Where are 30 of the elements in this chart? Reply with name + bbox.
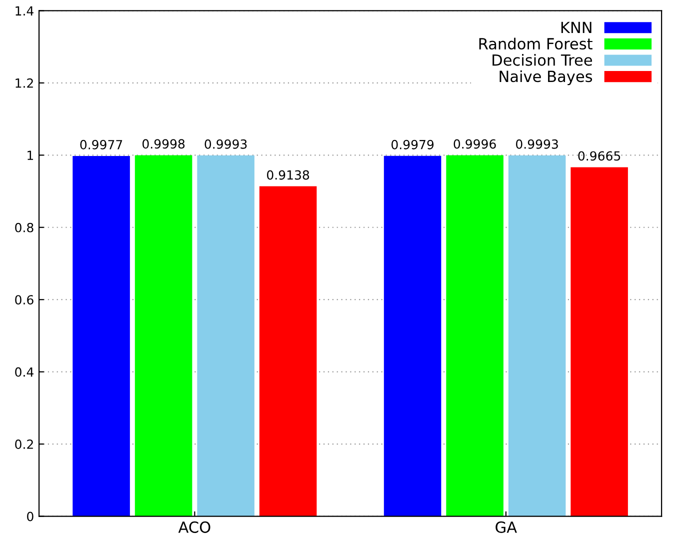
y-tick-label: 1.4 (16, 6, 34, 16)
data-label: 0.9977 (80, 140, 122, 150)
data-label: 0.9998 (142, 139, 185, 149)
bar (259, 186, 317, 516)
y-tick-label: 0.4 (15, 367, 34, 377)
legend-label: Random Forest (479, 38, 592, 50)
bar (72, 156, 130, 516)
data-label: 0.9138 (267, 170, 310, 180)
data-label: 0.9993 (516, 139, 558, 149)
y-tick-label: 0.8 (15, 222, 34, 232)
legend-label: KNN (561, 22, 592, 34)
y-tick-label: 0 (27, 512, 34, 522)
legend-label: Naive Bayes (500, 70, 592, 86)
y-tick-label: 0.2 (15, 440, 33, 449)
data-label: 0.9996 (454, 139, 496, 149)
data-label: 0.9665 (578, 151, 620, 161)
bar (508, 155, 566, 516)
bar (134, 155, 192, 516)
bar (197, 155, 254, 516)
data-label: 0.9979 (392, 140, 434, 150)
y-tick-label: 1 (28, 150, 34, 160)
x-tick-label: GA (496, 521, 517, 533)
x-tick-label: ACO (178, 521, 210, 533)
legend-label: Decision Tree (492, 54, 592, 66)
bar (446, 155, 504, 516)
y-tick-label: 1.2 (16, 78, 33, 88)
data-label: 0.9993 (204, 139, 247, 149)
bar (570, 167, 628, 516)
bar (384, 156, 442, 516)
y-tick-label: 0.6 (15, 295, 34, 305)
